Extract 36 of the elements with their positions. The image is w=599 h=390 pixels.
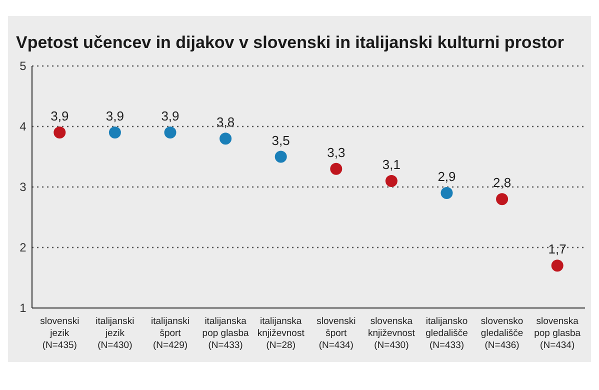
data-label: 3,9: [161, 108, 180, 124]
point: [551, 260, 564, 272]
point: [440, 187, 453, 200]
y-tick-label: 4: [20, 120, 27, 134]
point: [274, 150, 287, 163]
point: [164, 126, 176, 139]
x-tick-label: italijanski jezik (N=430): [96, 316, 134, 351]
x-tick-label: italijansko gledališče (N=433): [426, 316, 468, 351]
x-tick-label: slovenski jezik (N=435): [40, 316, 80, 351]
point: [385, 174, 398, 187]
point: [220, 132, 232, 145]
x-tick-label: slovenska književnost (N=430): [368, 316, 416, 351]
data-label: 3,3: [327, 144, 346, 160]
point: [54, 126, 66, 139]
point: [330, 162, 342, 175]
y-tick-label: 5: [20, 59, 27, 74]
y-tick-label: 2: [20, 240, 27, 255]
data-label: 3,9: [50, 108, 69, 124]
chart-title: Vpetost učencev in dijakov v slovenski in italijanski kulturni prostor: [16, 33, 564, 52]
data-label: 3,5: [272, 132, 290, 148]
data-label: 2,8: [493, 175, 512, 190]
y-tick-label: 3: [20, 180, 27, 194]
data-label: 3,1: [382, 156, 400, 172]
point: [108, 126, 121, 139]
x-tick-label: italijanska književnost (N=28): [257, 316, 305, 351]
data-label: 3,9: [106, 108, 124, 124]
x-tick-label: slovensko gledališče (N=436): [480, 316, 524, 351]
data-label: 3,8: [216, 114, 235, 130]
x-tick-label: italijanski šport (N=429): [150, 316, 190, 351]
data-label: 1,7: [548, 242, 566, 257]
point: [496, 193, 508, 206]
data-label: 2,9: [438, 169, 456, 184]
y-tick-label: 1: [20, 301, 27, 316]
x-tick-label: slovenska pop glasba (N=434): [534, 316, 582, 351]
x-tick-label: slovenski šport (N=434): [316, 316, 356, 351]
x-tick-label: italijanska pop glasba (N=433): [202, 316, 250, 351]
